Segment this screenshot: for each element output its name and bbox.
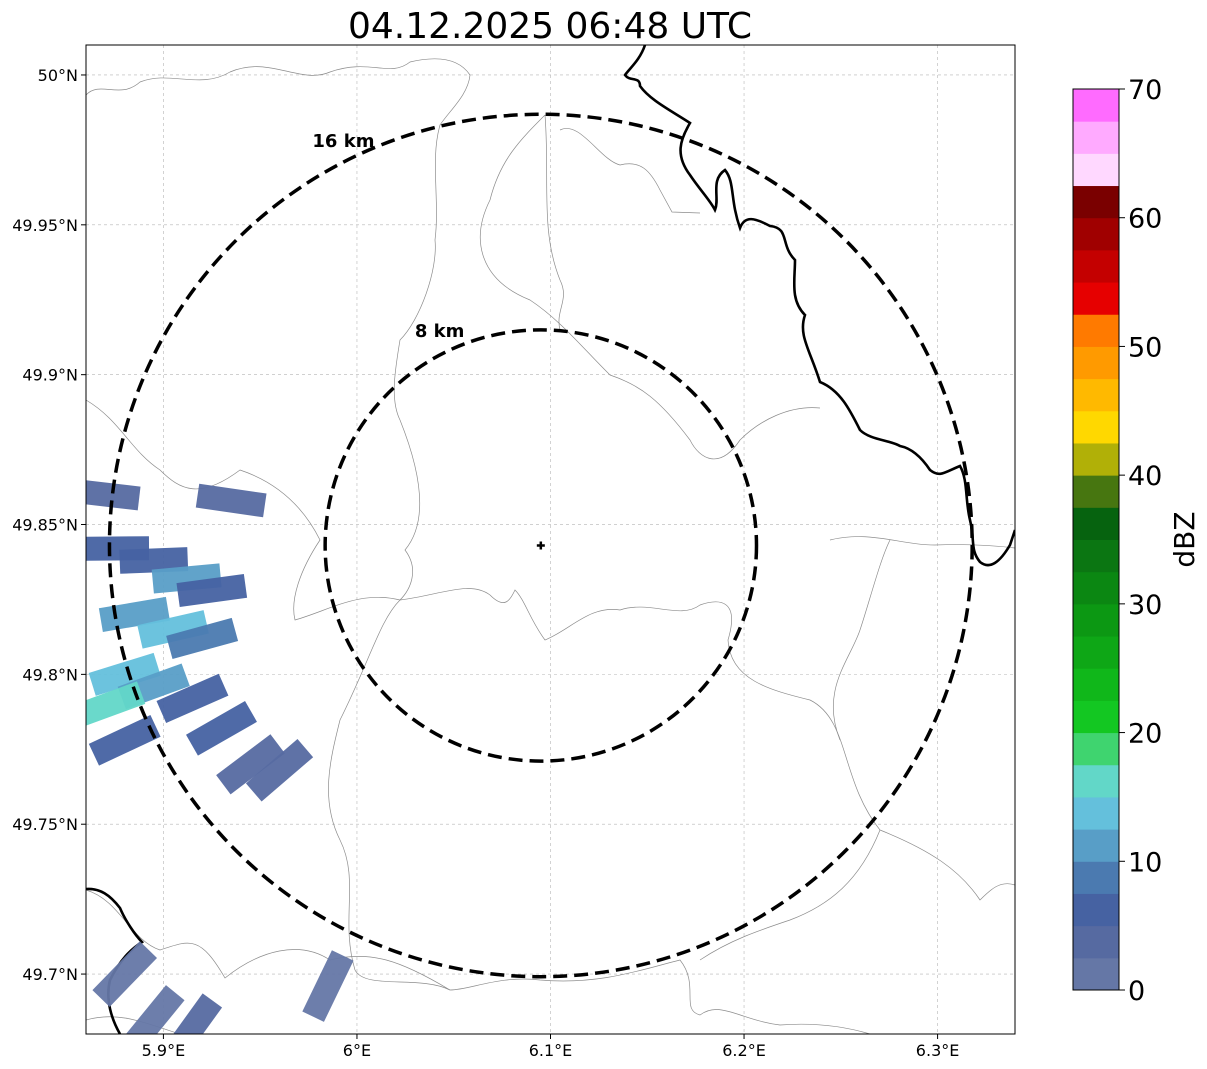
colorbar-segment bbox=[1073, 571, 1119, 605]
echo-cell bbox=[195, 483, 267, 518]
radar-site-marker bbox=[536, 541, 545, 550]
echo-cell bbox=[122, 985, 185, 1034]
echo-cell bbox=[245, 738, 314, 802]
echo-gate bbox=[156, 673, 229, 723]
y-tick-label: 49.95°N bbox=[12, 216, 78, 235]
colorbar-segment bbox=[1073, 185, 1119, 219]
colorbar-segment bbox=[1073, 378, 1119, 412]
echo-cell bbox=[86, 478, 141, 511]
map-panel: 5.9°E 6°E 6.1°E 6.2°E 6.3°E 50°N 49.95°N 49.9°… bbox=[12, 44, 1016, 1060]
colorbar-label: dBZ bbox=[1168, 511, 1201, 567]
echo-gate bbox=[92, 941, 158, 1007]
echo-cell bbox=[166, 617, 239, 659]
echo-cell bbox=[186, 701, 257, 756]
range-ring-label: 16 km bbox=[312, 131, 374, 152]
colorbar-segment bbox=[1073, 507, 1119, 540]
colorbar-segment bbox=[1073, 603, 1119, 637]
echo-cell bbox=[156, 673, 229, 723]
colorbar-tick-label: 50 bbox=[1128, 332, 1162, 363]
colorbar-segment bbox=[1073, 668, 1119, 701]
y-tick-label: 49.85°N bbox=[12, 516, 78, 535]
echo-gate bbox=[302, 950, 354, 1022]
colorbar-segment bbox=[1073, 314, 1119, 347]
colorbar-segment bbox=[1073, 539, 1119, 573]
x-tick-label: 5.9°E bbox=[142, 1041, 186, 1060]
echo-cell bbox=[119, 547, 189, 574]
echo-cell bbox=[302, 950, 354, 1022]
echo-gate bbox=[186, 701, 257, 756]
colorbar-segment bbox=[1073, 796, 1119, 830]
echo-gate bbox=[122, 985, 185, 1034]
y-tick-label: 49.7°N bbox=[22, 965, 78, 984]
colorbar-segment bbox=[1073, 442, 1119, 476]
colorbar-segment bbox=[1073, 410, 1119, 444]
colorbar-tick-label: 40 bbox=[1128, 461, 1162, 492]
colorbar-segment bbox=[1073, 121, 1119, 154]
echo-gate bbox=[119, 547, 189, 574]
map-gridlines bbox=[86, 45, 1015, 1034]
echo-gate bbox=[166, 617, 239, 659]
echo-gate bbox=[86, 681, 146, 728]
dbz-colorbar: 0 10 20 30 40 50 60 70 dBZ bbox=[1072, 75, 1201, 1007]
colorbar-segment bbox=[1073, 764, 1119, 798]
x-tick-label: 6.1°E bbox=[529, 1041, 573, 1060]
range-ring-16km bbox=[107, 112, 974, 979]
colorbar-tick-label: 0 bbox=[1128, 976, 1145, 1007]
echo-gate bbox=[176, 573, 248, 607]
latitude-axis: 50°N 49.95°N 49.9°N 49.85°N 49.8°N 49.75°N 49.… bbox=[12, 66, 86, 984]
range-ring-8km bbox=[323, 328, 759, 763]
range-ring-label: 8 km bbox=[415, 321, 465, 342]
echo-cell bbox=[86, 681, 146, 728]
echo-cell bbox=[88, 652, 161, 696]
colorbar-segment bbox=[1073, 925, 1119, 959]
colorbar-segment bbox=[1073, 217, 1119, 251]
colorbar-segment bbox=[1073, 861, 1119, 894]
colorbar-tick-label: 30 bbox=[1128, 590, 1162, 621]
x-tick-label: 6.2°E bbox=[722, 1041, 766, 1060]
echo-cell bbox=[162, 993, 223, 1034]
map-title: 04.12.2025 06:48 UTC bbox=[348, 6, 752, 47]
colorbar-segment bbox=[1073, 282, 1119, 315]
colorbar-tick-label: 10 bbox=[1128, 847, 1162, 878]
colorbar-segment bbox=[1073, 957, 1119, 991]
colorbar-segment bbox=[1073, 700, 1119, 734]
echo-gate bbox=[86, 478, 141, 511]
municipal-boundaries bbox=[86, 58, 1015, 1034]
longitude-axis: 5.9°E 6°E 6.1°E 6.2°E 6.3°E bbox=[142, 1034, 960, 1060]
colorbar-segment bbox=[1073, 829, 1119, 862]
echo-cell bbox=[216, 734, 285, 795]
colorbar-tick-label: 20 bbox=[1128, 719, 1162, 750]
echo-gate bbox=[245, 738, 314, 802]
y-tick-label: 49.9°N bbox=[22, 366, 78, 385]
echo-cell bbox=[137, 610, 209, 649]
colorbar-frame bbox=[1072, 88, 1120, 991]
colorbar-segment bbox=[1073, 475, 1119, 508]
echo-cell bbox=[92, 941, 158, 1007]
range-rings bbox=[107, 112, 974, 979]
echo-gate bbox=[88, 652, 161, 696]
y-tick-label: 49.75°N bbox=[12, 815, 78, 834]
colorbar-segment bbox=[1073, 89, 1119, 122]
colorbar-segment bbox=[1073, 636, 1119, 669]
x-tick-label: 6.3°E bbox=[916, 1041, 960, 1060]
colorbar-tick-label: 70 bbox=[1128, 75, 1162, 106]
colorbar-segment bbox=[1073, 249, 1119, 283]
echo-cell bbox=[176, 573, 248, 607]
colorbar-tick-label: 60 bbox=[1128, 204, 1162, 235]
echo-gate bbox=[137, 610, 209, 649]
colorbar-segment bbox=[1073, 346, 1119, 380]
y-tick-label: 50°N bbox=[38, 66, 78, 85]
y-tick-label: 49.8°N bbox=[22, 665, 78, 684]
colorbar-segment bbox=[1073, 732, 1119, 766]
colorbar-segment bbox=[1073, 153, 1119, 187]
echo-gate bbox=[88, 715, 161, 766]
echo-gate bbox=[195, 483, 267, 518]
x-tick-label: 6°E bbox=[343, 1041, 371, 1060]
echo-cell bbox=[88, 715, 161, 766]
echo-gate bbox=[216, 734, 285, 795]
echo-gate bbox=[162, 993, 223, 1034]
colorbar-segment bbox=[1073, 893, 1119, 927]
